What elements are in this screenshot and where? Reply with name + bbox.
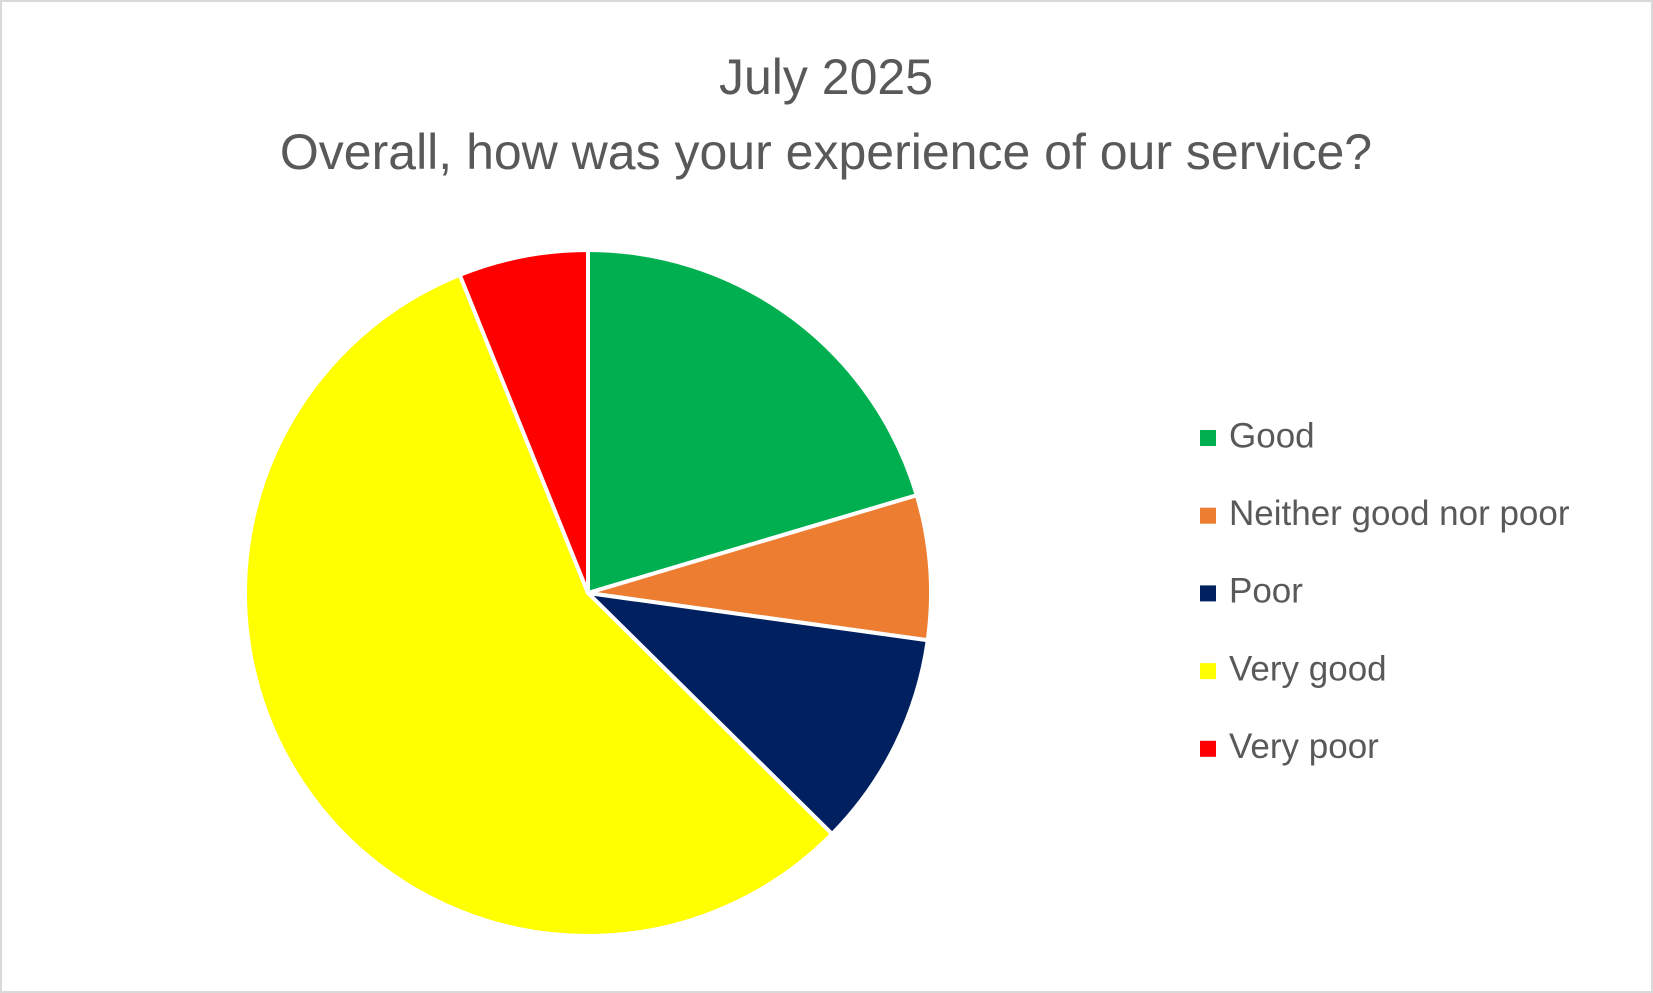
legend-swatch bbox=[1200, 740, 1216, 757]
legend-label: Very good bbox=[1229, 649, 1387, 688]
pie-slice bbox=[243, 272, 835, 938]
legend-swatch bbox=[1200, 585, 1216, 602]
legend-label: Neither good nor poor bbox=[1229, 494, 1570, 533]
legend-label: Good bbox=[1229, 416, 1315, 455]
chart-title: July 2025 bbox=[719, 49, 933, 105]
legend-swatch bbox=[1200, 507, 1216, 524]
legend-label: Very poor bbox=[1229, 727, 1379, 766]
chart-subtitle: Overall, how was your experience of our … bbox=[280, 124, 1372, 180]
pie-slice bbox=[457, 248, 590, 595]
pie-slice bbox=[586, 591, 930, 837]
legend-swatch bbox=[1200, 663, 1216, 680]
legend-swatch bbox=[1200, 430, 1216, 446]
legend-label: Poor bbox=[1229, 572, 1303, 611]
pie-slice bbox=[586, 248, 919, 595]
